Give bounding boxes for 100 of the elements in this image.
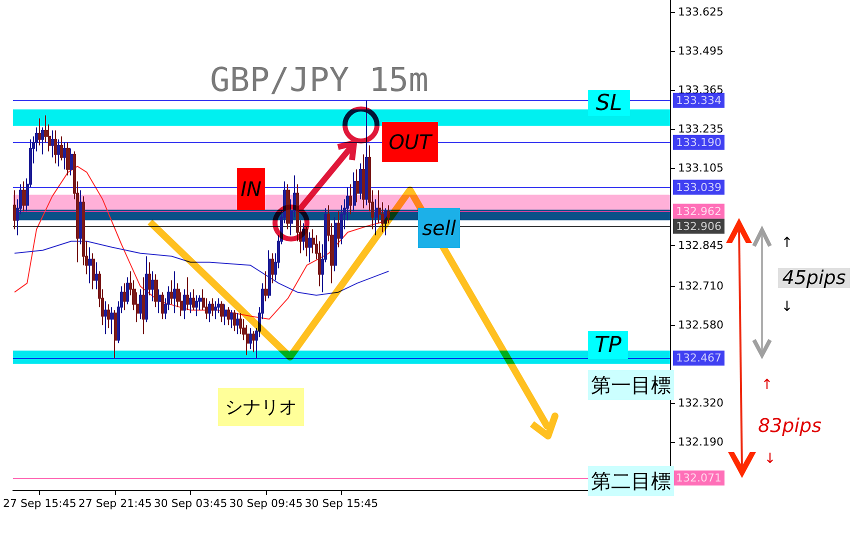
candlestick [264,270,268,302]
ref-line-label: 132.906 [676,220,722,233]
ref-line-label: 133.039 [676,180,722,194]
candlestick [271,252,274,284]
candlestick [161,292,164,320]
x-tick-label: 30 Sep 15:45 [304,497,378,510]
candlestick [362,154,365,209]
candlestick [110,306,114,335]
candlestick [305,226,308,257]
candlestick [114,310,117,359]
x-tick-label: 30 Sep 09:45 [229,497,303,510]
y-tick-label: 132.845 [678,239,724,252]
candlestick [334,216,337,272]
text: GBP/JPY 15m [210,60,429,99]
candlestick [79,190,82,245]
ref-line-label: 132.962 [676,204,722,218]
line-series [14,240,390,296]
candlestick [41,126,44,155]
y-tick-label: 132.710 [678,280,724,293]
candlestick [154,274,158,308]
candlestick [192,288,195,311]
y-tick-label: 132.190 [678,436,724,449]
line-series [14,166,390,320]
candlestick [224,304,227,326]
ref-line-label: 133.334 [676,94,722,107]
x-tick-label: 27 Sep 15:45 [2,497,76,510]
candlestick [151,270,154,302]
candlestick [349,184,352,215]
candlestick [214,300,217,320]
candlestick [337,210,340,248]
x-tick-label: 30 Sep 03:45 [154,497,228,510]
candlestick [302,222,305,251]
candlestick [142,276,145,335]
candlestick [252,330,255,353]
y-tick-label: 133.235 [678,122,724,136]
candlestick [227,306,230,326]
annotation: OUT [382,122,438,162]
candlestick [57,138,60,167]
candlestick [233,310,236,332]
ref-line-label: 133.190 [676,136,722,149]
text: ↓ [780,298,794,317]
candlestick [70,148,73,176]
candlestick [353,172,356,212]
annotation: TP [588,331,628,359]
candlestick [308,232,312,263]
candlestick [104,300,107,335]
text: ↓ [763,450,777,469]
candlestick [51,130,54,158]
candlestick [139,288,142,320]
text: ↑ [780,234,794,253]
candlestick [66,142,70,176]
candlestick [375,198,378,236]
x-tick-label: 27 Sep 21:45 [78,497,152,510]
annotation: 第二目標 [588,466,674,496]
ref-line-label: 132.467 [676,352,722,365]
candlestick [268,250,271,299]
annotation: IN [237,168,265,210]
y-tick-label: 133.105 [678,161,724,174]
annotation: シナリオ [218,388,304,426]
candlestick [158,288,161,314]
candlestick [365,100,368,206]
candlestick [95,262,98,290]
candlestick [387,204,390,224]
annotation: SL [588,90,630,116]
candlestick [189,292,192,314]
candlestick [211,298,214,317]
candlestick [173,270,176,314]
candlestick [208,300,211,323]
candlestick [13,190,16,230]
candlestick [170,280,173,305]
y-tick-label: 133.495 [678,44,724,58]
annotation: 第一目標 [588,370,674,400]
candlestick [195,294,198,317]
candlestick [183,288,186,320]
candlestick [145,256,148,323]
candlestick [126,276,129,305]
candlestick [356,168,359,203]
y-tick-label: 132.320 [678,396,724,410]
ref-line-label: 132.071 [676,472,722,485]
candlestick [359,162,362,200]
candlestick [148,262,151,296]
annotation: sell [418,208,460,248]
candlestick [220,300,224,323]
candlestick [230,310,233,329]
candlestick [107,304,110,329]
candlestick [186,276,189,311]
candlestick [92,252,95,290]
text: ↑ [760,376,774,395]
text: 83pips [758,414,822,438]
candlestick [123,282,126,311]
candlestick [88,246,92,284]
candlestick [63,142,66,170]
candlestick [60,136,63,161]
candlestick [286,184,290,230]
y-tick-label: 132.580 [678,318,724,332]
candlestick [249,328,252,350]
candlestick [22,180,26,212]
candlestick [384,208,387,236]
candlestick [236,312,239,335]
y-tick-label: 133.625 [678,5,724,18]
